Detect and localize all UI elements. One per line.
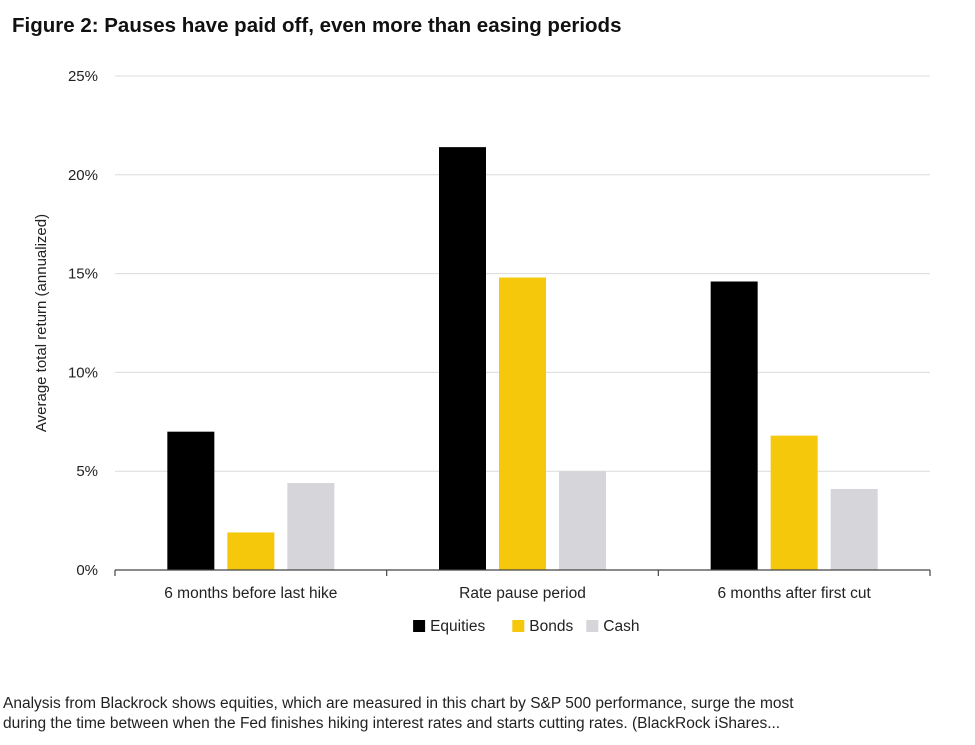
bar-cash xyxy=(287,483,335,570)
y-axis-label: Average total return (annualized) xyxy=(33,214,50,432)
x-tick-label: Rate pause period xyxy=(459,585,586,602)
bar-cash xyxy=(559,471,606,570)
bar-equities xyxy=(710,281,758,570)
y-tick-label: 20% xyxy=(68,167,98,184)
figure-caption: Analysis from Blackrock shows equities, … xyxy=(3,694,963,734)
bar-bonds xyxy=(227,532,275,570)
y-tick-label: 10% xyxy=(68,364,98,381)
chart-title: Figure 2: Pauses have paid off, even mor… xyxy=(12,14,622,37)
legend-swatch-equities xyxy=(413,620,426,632)
bar-bonds xyxy=(499,277,546,570)
bar-cash xyxy=(830,488,878,570)
legend-label-equities: Equities xyxy=(430,618,485,635)
caption-line-2: during the time between when the Fed fin… xyxy=(3,715,781,732)
legend-label-bonds: Bonds xyxy=(529,618,573,635)
legend-label-cash: Cash xyxy=(603,618,639,635)
legend-swatch-cash xyxy=(586,620,599,632)
bar-bonds xyxy=(770,435,818,570)
y-tick-label: 5% xyxy=(76,463,98,480)
x-tick-label: 6 months before last hike xyxy=(164,585,337,602)
bar-chart: 0% 5% 10% 15% 20% 25% Average total return (an… xyxy=(33,68,931,635)
x-tick-label: 6 months after first cut xyxy=(717,585,871,602)
y-tick-label: 15% xyxy=(68,266,98,283)
legend-swatch-bonds xyxy=(512,620,525,632)
y-tick-label: 0% xyxy=(76,562,98,579)
bar-equities xyxy=(167,431,215,570)
y-tick-label: 25% xyxy=(68,68,98,85)
caption-line-1: Analysis from Blackrock shows equities, … xyxy=(3,695,794,712)
bar-equities xyxy=(439,147,486,571)
